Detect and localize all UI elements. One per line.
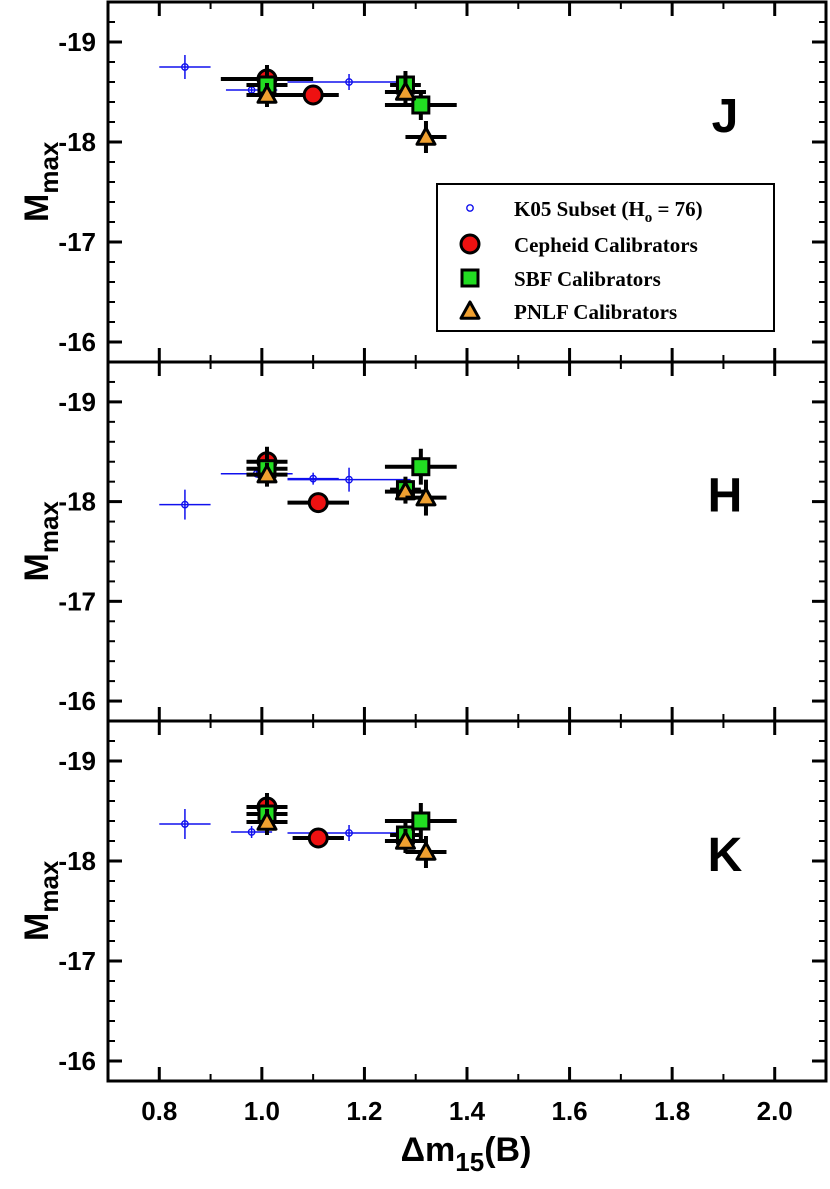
- series-pnlf: [246, 462, 447, 516]
- legend-box: [436, 183, 775, 332]
- y-tick-label: -17: [58, 227, 96, 257]
- point-k05: [247, 828, 256, 836]
- point-k05: [181, 820, 189, 828]
- point-pnlf: [256, 84, 278, 104]
- y-tick-label: -19: [58, 746, 96, 776]
- legend-label-sbf: SBF Calibrators: [514, 267, 661, 291]
- point-sbf: [411, 457, 431, 477]
- point-pnlf: [415, 126, 437, 146]
- x-axis-label: Δm15(B): [401, 1131, 532, 1177]
- y-tick-label: -18: [58, 487, 96, 517]
- point-sbf: [411, 95, 431, 115]
- band-label-k: K: [708, 829, 743, 882]
- y-axis-label: Mmax: [18, 501, 64, 582]
- series-pnlf: [246, 78, 447, 153]
- point-cepheid: [307, 492, 329, 514]
- y-tick-label: -17: [58, 586, 96, 616]
- y-tick-label: -16: [58, 686, 96, 716]
- point-k05: [345, 475, 353, 484]
- point-sbf: [411, 811, 431, 831]
- point-pnlf: [394, 830, 416, 850]
- point-pnlf: [415, 841, 437, 861]
- x-tick-label: 0.8: [141, 1096, 177, 1126]
- y-axis-label: Mmax: [18, 860, 64, 941]
- point-k05: [309, 474, 318, 483]
- y-tick-label: -16: [58, 327, 96, 357]
- legend-label-cepheid: Cepheid Calibrators: [514, 233, 698, 257]
- point-k05: [345, 829, 353, 837]
- x-tick-label: 1.8: [654, 1096, 690, 1126]
- x-tick-label: 1.2: [346, 1096, 382, 1126]
- legend-marker-sbf: [460, 268, 480, 288]
- band-label-j: J: [712, 90, 739, 143]
- y-tick-label: -19: [58, 387, 96, 417]
- series-pnlf: [246, 809, 447, 868]
- point-pnlf: [394, 81, 416, 101]
- panel-j: -19 -18 -17 -16 Mmax J: [18, 0, 828, 364]
- x-tick-label: 2.0: [757, 1096, 793, 1126]
- legend-marker-pnlf: [459, 300, 481, 320]
- point-pnlf: [256, 464, 278, 484]
- legend-label-k05: K05 Subset (Ho = 76): [514, 197, 703, 226]
- x-tick-label: 1.0: [244, 1096, 280, 1126]
- point-cepheid: [302, 84, 324, 106]
- legend-marker-k05: [466, 204, 474, 212]
- legend: K05 Subset (Ho = 76) Cepheid Calibrators S…: [436, 183, 775, 332]
- legend-marker-cepheid: [459, 233, 481, 255]
- y-tick-label: -18: [58, 846, 96, 876]
- legend-label-pnlf: PNLF Calibrators: [514, 300, 677, 324]
- panels-group: -19 -18 -17 -16 Mmax J -19 -18 -17 -16 Mmax H -19 -18…: [18, 0, 828, 1083]
- y-tick-label: -17: [58, 946, 96, 976]
- panel-h: -19 -18 -17 -16 Mmax H: [18, 360, 828, 723]
- y-tick-label: -18: [58, 127, 96, 157]
- y-tick-label: -16: [58, 1046, 96, 1076]
- point-pnlf: [415, 487, 437, 507]
- panel-frame: [106, 719, 828, 1083]
- series-k05: [159, 55, 411, 94]
- panel-frame: [106, 360, 828, 723]
- x-tick-label: 1.6: [551, 1096, 587, 1126]
- band-label-h: H: [708, 470, 743, 523]
- x-tick-label: 1.4: [449, 1096, 486, 1126]
- point-k05: [345, 78, 353, 86]
- point-pnlf: [256, 811, 278, 831]
- point-cepheid: [307, 827, 329, 849]
- point-k05: [181, 500, 189, 509]
- panel-k: -19 -18 -17 -16 Mmax K: [18, 719, 828, 1083]
- y-tick-label: -19: [58, 27, 96, 57]
- y-axis-label: Mmax: [18, 141, 64, 222]
- point-k05: [181, 63, 189, 71]
- x-axis: 0.8 1.0 1.2 1.4 1.6 1.8 2.0 Δm15(B): [141, 1096, 793, 1177]
